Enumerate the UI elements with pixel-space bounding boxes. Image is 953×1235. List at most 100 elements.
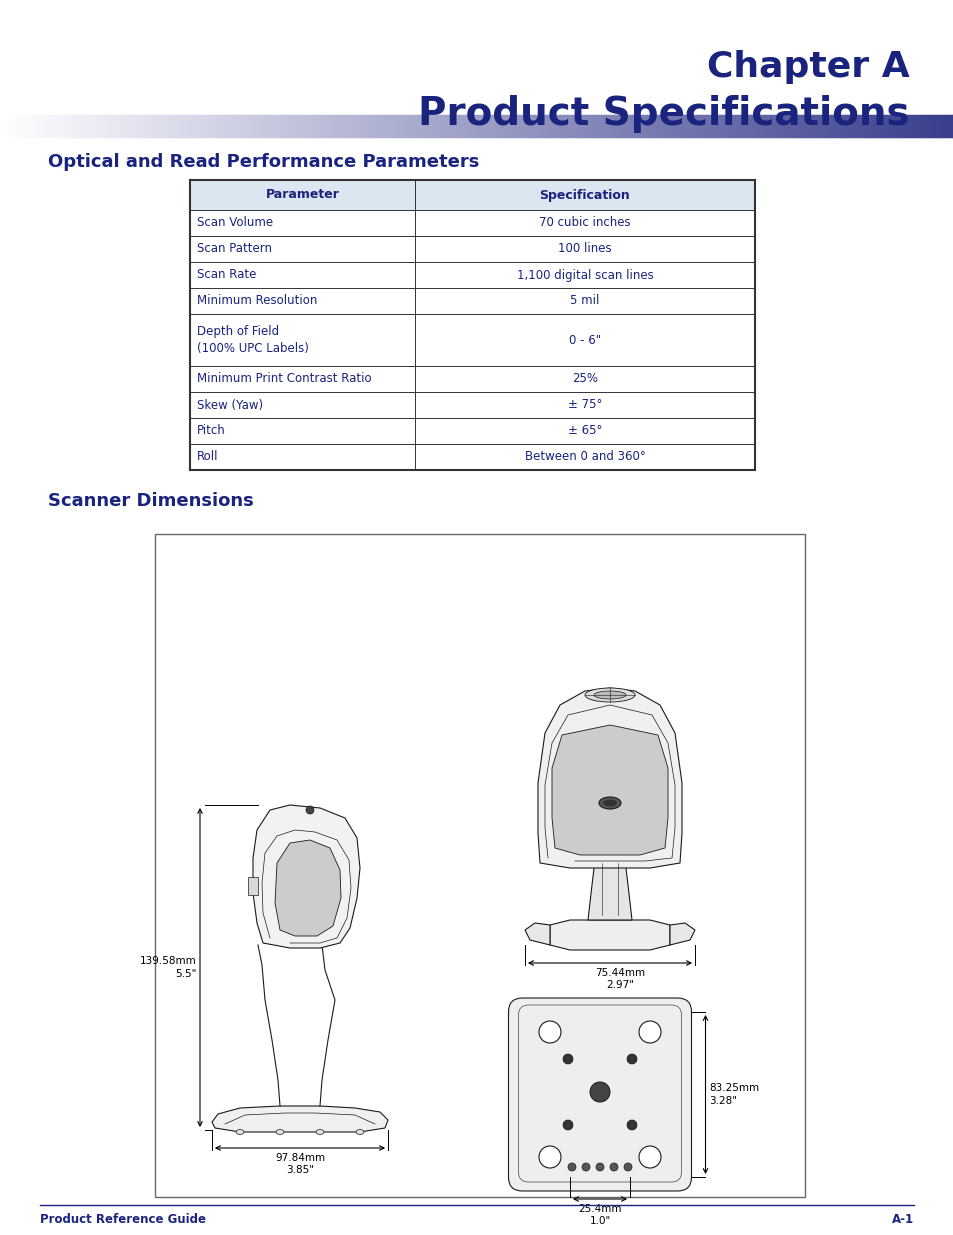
Circle shape [589, 1082, 609, 1102]
Bar [121, 115, 125, 137]
Bar [3, 115, 8, 137]
Bar [190, 391, 754, 417]
Bar [184, 115, 189, 137]
Bar [934, 115, 938, 137]
Bar [886, 115, 890, 137]
Polygon shape [552, 725, 667, 855]
Bar [474, 115, 477, 137]
Bar [861, 115, 865, 137]
Bar [136, 115, 141, 137]
Bar [746, 115, 751, 137]
Bar [779, 115, 782, 137]
Bar [210, 115, 213, 137]
Bar [734, 115, 738, 137]
Bar [200, 115, 204, 137]
Bar [321, 115, 325, 137]
Bar [553, 115, 557, 137]
Bar [362, 115, 366, 137]
Bar [190, 236, 754, 262]
Bar [254, 115, 258, 137]
Bar [889, 115, 894, 137]
Bar [740, 115, 744, 137]
Bar [397, 115, 401, 137]
Bar [867, 115, 871, 137]
Bar [150, 115, 153, 137]
Bar [581, 115, 585, 137]
Bar [95, 115, 99, 137]
Bar [391, 115, 395, 137]
Bar [476, 115, 480, 137]
Bar [302, 115, 306, 137]
Bar [98, 115, 103, 137]
Bar [950, 115, 953, 137]
Bar [708, 115, 713, 137]
Bar [102, 115, 106, 137]
Bar [765, 115, 770, 137]
Bar [340, 115, 344, 137]
Ellipse shape [584, 688, 635, 701]
Bar [355, 115, 360, 137]
Bar [772, 115, 776, 137]
Bar [241, 115, 246, 137]
Text: Product Specifications: Product Specifications [418, 95, 909, 133]
Ellipse shape [594, 692, 625, 699]
Text: 1,100 digital scan lines: 1,100 digital scan lines [517, 268, 653, 282]
Bar [807, 115, 811, 137]
Bar [45, 115, 49, 137]
Bar [880, 115, 884, 137]
Bar [524, 115, 528, 137]
Bar [191, 115, 194, 137]
Bar [172, 115, 175, 137]
Bar [293, 115, 296, 137]
Bar [546, 115, 551, 137]
Bar [159, 115, 163, 137]
Bar [470, 115, 475, 137]
Bar [588, 115, 592, 137]
Bar [359, 115, 363, 137]
Circle shape [639, 1146, 660, 1168]
Bar [737, 115, 741, 137]
Bar [591, 115, 595, 137]
Text: Parameter: Parameter [265, 189, 339, 201]
Bar [655, 115, 659, 137]
Bar [165, 115, 170, 137]
Bar [641, 115, 646, 137]
Text: Scan Pattern: Scan Pattern [196, 242, 272, 256]
Bar [436, 115, 439, 137]
Bar [600, 115, 604, 137]
Circle shape [306, 806, 314, 814]
Bar [190, 262, 754, 288]
Bar [908, 115, 913, 137]
Bar [721, 115, 725, 137]
Bar [0, 115, 4, 137]
Bar [841, 115, 846, 137]
Circle shape [562, 1120, 573, 1130]
Bar [413, 115, 417, 137]
Bar [946, 115, 951, 137]
Bar [124, 115, 128, 137]
Bar [419, 115, 423, 137]
Bar [222, 115, 227, 137]
Bar [146, 115, 151, 137]
Bar [267, 115, 271, 137]
Text: Product Reference Guide: Product Reference Guide [40, 1213, 206, 1226]
Bar [893, 115, 897, 137]
Bar [64, 115, 68, 137]
Bar [832, 115, 837, 137]
Bar [610, 115, 614, 137]
Bar [140, 115, 144, 137]
Bar [693, 115, 697, 137]
Bar [41, 115, 46, 137]
Bar [839, 115, 842, 137]
FancyBboxPatch shape [508, 998, 691, 1191]
Bar [238, 115, 242, 137]
Bar [924, 115, 928, 137]
Bar [556, 115, 560, 137]
Ellipse shape [602, 799, 617, 806]
Bar [365, 115, 370, 137]
Bar [455, 115, 458, 137]
Bar [105, 115, 109, 137]
Bar [26, 115, 30, 137]
Bar [193, 115, 198, 137]
Bar [813, 115, 818, 137]
